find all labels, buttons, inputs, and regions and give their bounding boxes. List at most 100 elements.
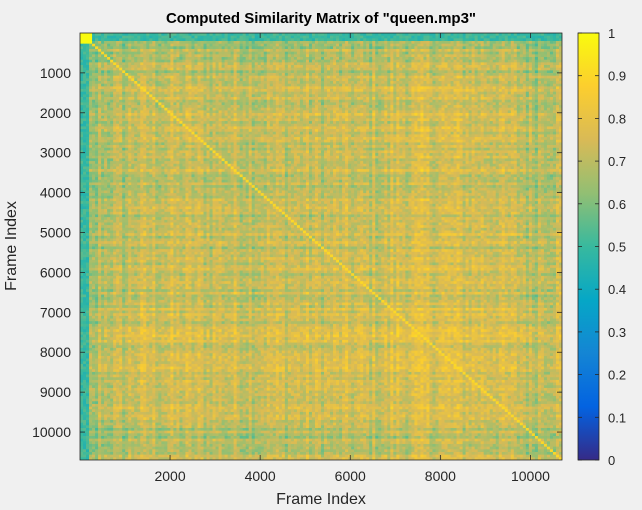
heatmap-cell <box>507 33 512 36</box>
heatmap-cell <box>95 70 99 74</box>
heatmap-cell <box>390 86 394 90</box>
heatmap-cell <box>227 70 231 74</box>
heatmap-cell <box>95 89 99 93</box>
heatmap-cell <box>257 86 262 90</box>
heatmap-cell <box>396 62 400 66</box>
heatmap-cell <box>357 102 361 106</box>
heatmap-cell <box>101 83 105 87</box>
heatmap-cell <box>188 70 192 74</box>
heatmap-cell <box>477 54 481 58</box>
heatmap-cell <box>95 75 99 79</box>
heatmap-cell <box>209 43 213 47</box>
heatmap-cell <box>161 38 165 42</box>
heatmap-cell <box>429 57 433 60</box>
heatmap-cell <box>230 41 234 44</box>
heatmap-cell <box>185 65 189 68</box>
heatmap-cell <box>450 107 454 111</box>
heatmap-cell <box>293 99 298 103</box>
heatmap-cell <box>450 86 454 90</box>
heatmap-cell <box>212 70 216 74</box>
heatmap-cell <box>152 97 156 101</box>
heatmap-cell <box>287 78 292 82</box>
heatmap-cell <box>537 89 542 93</box>
heatmap-cell <box>164 35 168 39</box>
heatmap-cell <box>251 33 256 36</box>
heatmap-cell <box>438 67 442 71</box>
heatmap-cell <box>167 41 171 44</box>
heatmap-cell <box>209 41 213 44</box>
heatmap-cell <box>324 35 328 39</box>
heatmap-cell <box>305 46 310 50</box>
heatmap-cell <box>546 35 551 39</box>
heatmap-cell <box>369 70 373 74</box>
heatmap-cell <box>552 94 557 98</box>
heatmap-cell <box>311 75 316 79</box>
heatmap-cell <box>465 65 469 68</box>
heatmap-cell <box>125 107 129 111</box>
heatmap-cell <box>471 54 475 58</box>
heatmap-cell <box>224 113 228 117</box>
heatmap-cell <box>233 57 237 60</box>
heatmap-cell <box>396 67 400 71</box>
heatmap-cell <box>459 49 463 52</box>
heatmap-cell <box>549 59 554 63</box>
heatmap-cell <box>218 83 222 87</box>
heatmap-cell <box>351 59 355 63</box>
heatmap-cell <box>170 57 174 60</box>
heatmap-cell <box>348 78 352 82</box>
heatmap-cell <box>408 54 412 58</box>
heatmap-cell <box>224 57 228 60</box>
heatmap-cell <box>498 54 503 58</box>
heatmap-cell <box>122 73 126 76</box>
heatmap-cell <box>260 49 265 52</box>
heatmap-cell <box>366 73 370 76</box>
heatmap-cell <box>113 35 117 39</box>
heatmap-cell <box>498 102 503 106</box>
heatmap-cell <box>293 33 298 36</box>
heatmap-cell <box>296 107 301 111</box>
heatmap-cell <box>224 33 228 36</box>
heatmap-cell <box>176 115 180 119</box>
heatmap-cell <box>348 105 352 109</box>
heatmap-cell <box>516 110 521 114</box>
heatmap-cell <box>504 59 509 63</box>
heatmap-cell <box>107 54 111 58</box>
heatmap-cell <box>471 62 475 66</box>
heatmap-cell <box>233 105 237 109</box>
heatmap-cell <box>287 94 292 98</box>
heatmap-cell <box>420 54 424 58</box>
heatmap-cell <box>86 78 90 82</box>
heatmap-cell <box>483 113 487 117</box>
heatmap-cell <box>257 33 262 36</box>
heatmap-cell <box>158 107 162 111</box>
heatmap-cell <box>176 70 180 74</box>
heatmap-cell <box>390 38 394 42</box>
heatmap-cell <box>242 67 246 71</box>
heatmap-cell <box>80 46 84 50</box>
heatmap-cell <box>89 65 93 68</box>
heatmap-cell <box>537 73 542 76</box>
heatmap-cell <box>423 54 427 58</box>
heatmap-cell <box>146 73 150 76</box>
heatmap-cell <box>233 54 237 58</box>
heatmap-cell <box>152 43 156 47</box>
heatmap-cell <box>230 75 234 79</box>
heatmap-cell <box>278 86 283 90</box>
heatmap-cell <box>161 110 165 114</box>
heatmap-cell <box>462 62 466 66</box>
heatmap-cell <box>314 110 319 114</box>
heatmap-cell <box>348 67 352 71</box>
heatmap-cell <box>330 49 334 52</box>
heatmap-cell <box>384 38 388 42</box>
heatmap-cell <box>321 70 325 74</box>
heatmap-cell <box>468 81 472 85</box>
heatmap-cell <box>233 43 237 47</box>
heatmap-cell <box>104 110 108 114</box>
heatmap-cell <box>278 43 283 47</box>
heatmap-cell <box>546 107 551 111</box>
heatmap-cell <box>450 105 454 109</box>
heatmap-cell <box>302 51 307 55</box>
heatmap-cell <box>155 102 159 106</box>
heatmap-cell <box>134 51 138 55</box>
heatmap-cell <box>558 94 562 98</box>
